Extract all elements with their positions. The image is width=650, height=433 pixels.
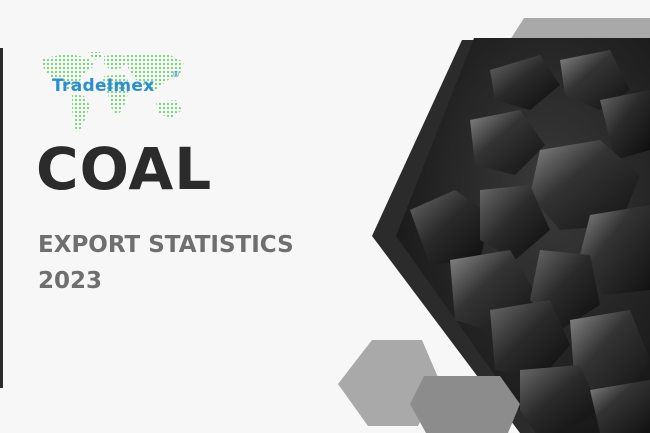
left-accent-bar [0, 48, 3, 388]
tradeimex-logo: TradeImex ® [38, 50, 188, 136]
page-title: COAL [36, 135, 213, 203]
top-gray-hexagon [510, 18, 650, 40]
page-subtitle: EXPORT STATISTICS 2023 [38, 227, 294, 299]
subtitle-line-2: 2023 [38, 268, 103, 294]
brand-name: TradeImex [52, 76, 155, 96]
bottom-gray-hexagon-right [410, 376, 520, 433]
world-map-icon [42, 52, 184, 134]
subtitle-line-1: EXPORT STATISTICS [38, 232, 294, 258]
registered-mark: ® [172, 70, 180, 79]
